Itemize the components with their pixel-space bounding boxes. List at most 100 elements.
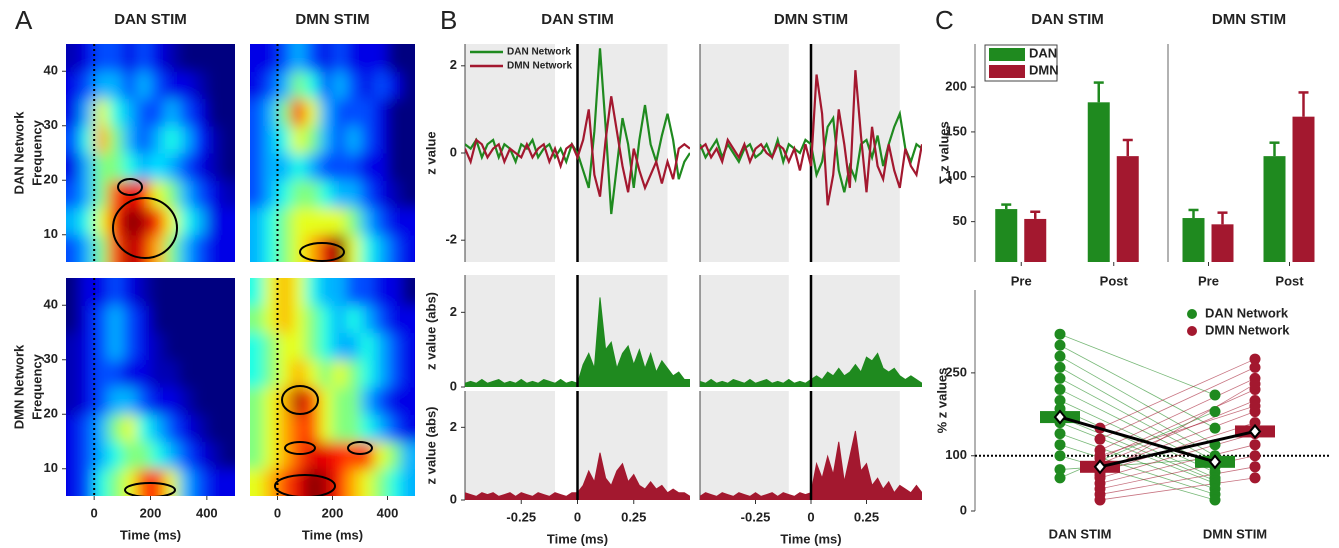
panel: DMN STIM — [699, 11, 922, 262]
heatmap-cell — [360, 332, 375, 361]
y-tick-label: 10 — [44, 226, 58, 241]
x-tick-label: DAN STIM — [1049, 526, 1112, 541]
heatmap-cell — [136, 441, 151, 470]
y-tick-label: 0 — [960, 502, 967, 517]
heatmap-cell — [373, 234, 388, 262]
heatmap-cell — [122, 207, 137, 236]
heatmap-cell — [66, 387, 81, 415]
bar — [1263, 156, 1286, 262]
heatmap-cell — [108, 387, 123, 415]
heatmap-cell — [291, 359, 306, 388]
heatmap-cell — [150, 98, 166, 127]
heatmap-cell — [291, 180, 306, 208]
y-tick-label: 250 — [945, 364, 967, 379]
subject-point — [1249, 472, 1261, 484]
heatmap-cell — [122, 387, 137, 415]
heatmap-cell — [192, 332, 208, 361]
heatmap-cell — [192, 234, 208, 262]
heatmap-cell — [122, 441, 137, 470]
heatmap-cell — [150, 305, 166, 333]
series-line — [465, 48, 690, 215]
y-axis-label: DMN Network — [11, 344, 26, 429]
heatmap-cell — [206, 98, 222, 127]
subject-line — [1059, 344, 1216, 429]
heatmap-cell — [150, 441, 166, 470]
heatmap-cell — [80, 180, 95, 208]
x-tick-label: Pre — [1011, 273, 1032, 288]
heatmap-cell — [401, 278, 415, 306]
legend-label: DAN — [1029, 45, 1057, 60]
heatmap-cell — [263, 44, 278, 72]
heatmap-cell — [263, 207, 278, 236]
heatmap-cell — [164, 180, 180, 208]
heatmap-cell — [178, 305, 194, 333]
legend-label: DMN Network — [1205, 322, 1290, 337]
heatmap-cell — [263, 414, 278, 442]
heatmap-cell — [318, 387, 333, 415]
x-tick-label: DMN STIM — [1203, 526, 1267, 541]
heatmap-cell — [291, 441, 306, 470]
panel: A DAN STIM DAN Network Frequency 10 20 30 40 — [11, 5, 235, 262]
y-axis-label: DAN Network — [11, 111, 26, 195]
heatmap-cell — [318, 234, 333, 262]
heatmap-cell — [122, 98, 137, 127]
heatmap-cell — [250, 207, 265, 236]
shaded-window — [700, 275, 789, 387]
panel: DMN STIM Pre Post — [1167, 11, 1315, 288]
panel-title: DMN STIM — [774, 11, 848, 28]
heatmap-cell — [178, 44, 194, 72]
heatmap-cell — [206, 414, 222, 442]
heatmap-cell — [250, 441, 265, 470]
heatmap-cell — [263, 278, 278, 306]
heatmap — [250, 278, 415, 496]
panel: DMN STIM — [250, 11, 415, 262]
y-tick-label: 40 — [44, 297, 58, 312]
heatmap-cell — [346, 207, 361, 236]
shaded-window — [700, 391, 789, 500]
heatmap-cell — [373, 125, 388, 154]
legend-swatch — [1187, 309, 1197, 319]
heatmap-cell — [80, 414, 95, 442]
heatmap-cell — [332, 44, 347, 72]
heatmap-cell — [80, 305, 95, 333]
heatmap-cell — [94, 359, 109, 388]
panel-title: DMN STIM — [295, 11, 369, 28]
heatmap-cell — [66, 468, 81, 496]
heatmap-cell — [401, 234, 415, 262]
heatmap-cell — [220, 44, 235, 72]
heatmap-cell — [263, 387, 278, 415]
heatmap-cell — [373, 44, 388, 72]
heatmap-cell — [220, 153, 235, 181]
heatmap-cell — [277, 71, 292, 99]
heatmap-cell — [94, 332, 109, 361]
heatmap-cell — [360, 180, 375, 208]
heatmap-cell — [277, 44, 292, 72]
heatmap-cell — [291, 71, 306, 99]
heatmap-cell — [122, 305, 137, 333]
heatmap-cell — [250, 180, 265, 208]
heatmap-cell — [346, 44, 361, 72]
heatmap-cell — [277, 180, 292, 208]
heatmap-cell — [277, 98, 292, 127]
heatmap-cell — [318, 305, 333, 333]
subject-line — [1099, 358, 1256, 429]
heatmap — [66, 44, 235, 262]
x-tick-label: -0.25 — [741, 509, 771, 524]
heatmap-cell — [346, 305, 361, 333]
panel: % z values DAN STIM DMN STIM DAN Network DMN… — [934, 290, 1330, 541]
heatmap-cell — [94, 180, 109, 208]
bar — [995, 209, 1018, 262]
heatmap-cell — [122, 278, 137, 306]
heatmap-cell — [192, 207, 208, 236]
heatmap-cell — [136, 98, 151, 127]
heatmap-cell — [360, 71, 375, 99]
heatmap-cell — [94, 71, 109, 99]
heatmap-cell — [318, 44, 333, 72]
heatmap-cell — [80, 387, 95, 415]
heatmap-cell — [178, 387, 194, 415]
significance-contour — [112, 197, 178, 259]
heatmap — [66, 278, 235, 496]
heatmap-cell — [122, 153, 137, 181]
heatmap-cell — [108, 441, 123, 470]
